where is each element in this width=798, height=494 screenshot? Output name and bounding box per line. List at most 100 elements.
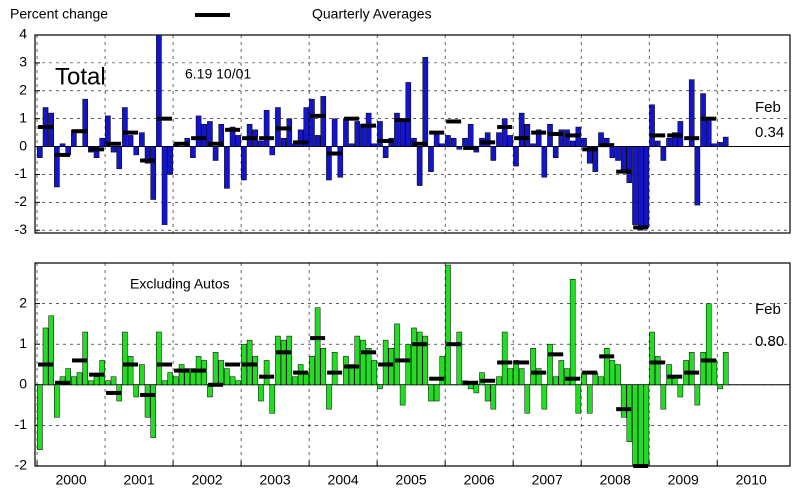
bar [518,368,525,386]
bar [416,331,423,386]
bar [156,34,162,147]
bar [258,384,264,402]
bar [541,384,548,410]
bar [297,364,304,386]
bar [229,126,236,147]
bar [207,121,213,147]
bar [263,360,270,386]
x-tick-label: 2005 [396,472,427,488]
bar [456,331,463,386]
bar [564,129,570,147]
bar [365,348,372,386]
bar [507,135,514,147]
x-tick-label: 2002 [192,472,223,488]
bar [348,143,355,147]
bar [399,121,406,147]
bar [388,348,395,386]
bar [535,129,542,147]
bar [660,384,667,410]
bar [558,360,565,386]
bar [649,104,655,147]
bar [246,339,253,386]
bar [133,146,140,156]
x-tick-label: 2000 [55,472,86,488]
bar [133,384,140,398]
annotation: 0.34 [755,124,784,141]
bar [643,384,650,467]
y-tick-label: 2 [19,294,27,310]
bar [184,368,191,386]
bar [433,384,440,402]
bar [116,146,123,170]
bar [286,118,293,147]
bar [54,384,60,418]
bar [235,135,242,147]
bar [161,380,168,386]
bar [422,57,429,147]
bar [343,356,349,386]
bar [694,146,701,206]
bar [649,331,655,386]
bar [518,112,525,147]
bar [620,146,627,172]
bar [479,372,485,386]
bar [212,146,219,161]
bar [76,372,83,386]
bar [224,368,230,386]
bar [139,132,145,147]
bar [445,264,451,386]
bar [632,384,638,467]
bar [615,146,621,161]
x-tick-label: 2006 [464,472,495,488]
bar [59,376,66,386]
bar [292,376,298,386]
bar [269,146,276,156]
bar [252,356,259,386]
bar [377,121,383,147]
bar [632,146,638,225]
bar [541,146,548,178]
bar [467,384,474,390]
legend-label: Percent change [10,6,108,22]
bar [195,115,202,147]
bar [320,348,327,386]
bar [405,82,412,147]
bar [122,107,128,147]
bar [105,115,111,147]
bar [309,98,315,147]
bar [127,135,134,147]
bar [609,360,616,386]
bar [110,376,117,386]
annotation: 6.19 10/01 [185,66,251,82]
y-tick-label: -2 [15,457,28,473]
bar [150,384,157,438]
bar [416,146,423,186]
bar [320,96,327,147]
bar [297,129,304,147]
bar [586,384,593,414]
bar [314,307,321,386]
bar [161,146,168,225]
bar [139,364,145,386]
bar [178,364,185,386]
bar [190,368,196,386]
bar [445,135,451,147]
bar [717,142,723,147]
bar [371,360,378,386]
bar [309,356,315,386]
bar [609,146,616,158]
bar [37,384,43,451]
bar [671,132,678,147]
bar [314,135,321,147]
bar [286,335,293,386]
bar [303,107,310,147]
bar [82,98,89,147]
bar [93,376,100,386]
bar [433,132,440,147]
bar [428,384,434,402]
bar [490,384,497,410]
bar [405,343,412,386]
y-tick-label: 1 [19,335,27,351]
bar [450,137,457,147]
